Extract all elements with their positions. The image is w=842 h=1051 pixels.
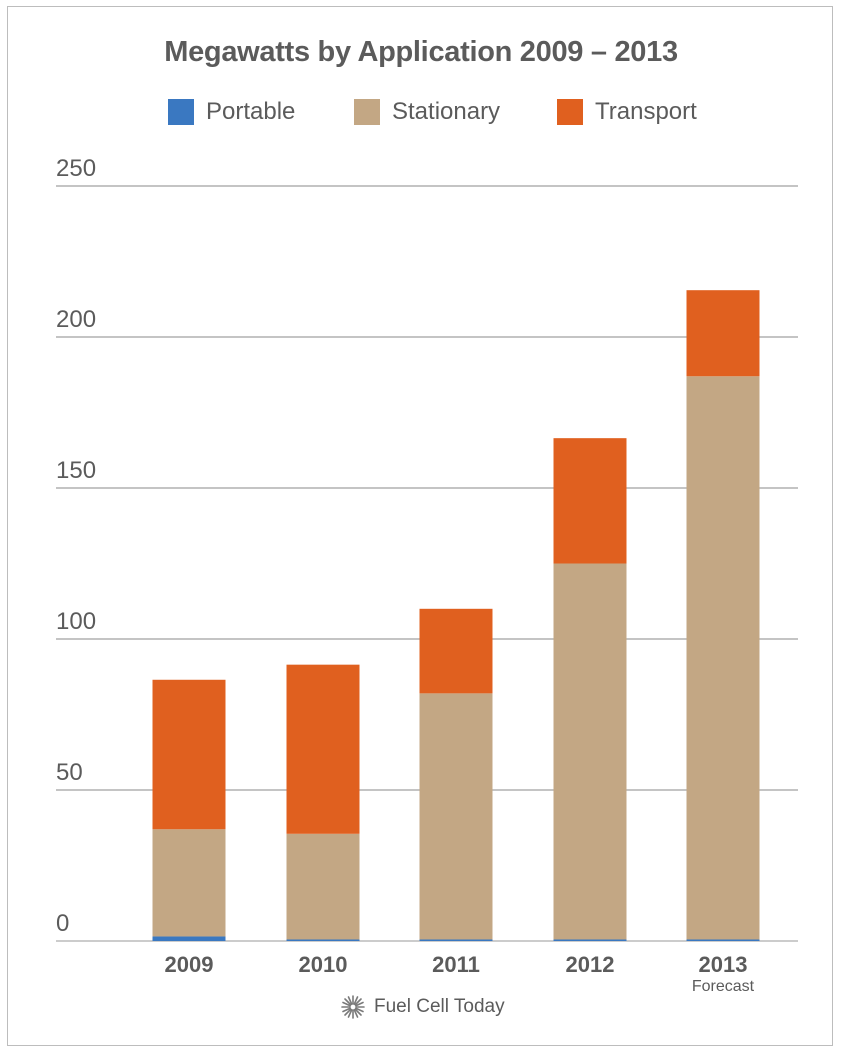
bar-portable-2011 [419, 939, 493, 941]
bar-portable-2010 [286, 939, 360, 941]
bar-stationary-2011 [419, 693, 493, 940]
bar-portable-2013 [686, 939, 760, 941]
bar-transport-2009 [152, 679, 226, 830]
bar-transport-2013 [686, 290, 760, 377]
legend-item-portable: Portable [168, 96, 295, 128]
chart-frame [7, 6, 833, 1046]
bar-stationary-2012 [553, 563, 627, 940]
legend-label-transport: Transport [595, 98, 697, 125]
bar-stationary-2010 [286, 833, 360, 940]
legend-item-stationary: Stationary [354, 96, 500, 128]
brand-label: Fuel Cell Today [374, 996, 505, 1017]
chart-title: Megawatts by Application 2009 – 2013 [164, 36, 678, 68]
x-tick-label-2012: 2012 [566, 952, 615, 977]
y-tick-label-50: 50 [56, 759, 83, 786]
legend-label-stationary: Stationary [392, 98, 501, 125]
legend-swatch-transport [557, 99, 583, 125]
legend-label-portable: Portable [206, 98, 296, 125]
y-tick-label-200: 200 [56, 306, 96, 333]
x-tick-label-2010: 2010 [299, 952, 348, 977]
x-tick-label-2009: 2009 [165, 952, 214, 977]
legend-swatch-stationary [354, 99, 380, 125]
legend-swatch-portable [168, 99, 194, 125]
y-tick-label-0: 0 [56, 910, 69, 937]
y-tick-label-250: 250 [56, 155, 96, 182]
y-tick-label-150: 150 [56, 457, 96, 484]
bar-transport-2010 [286, 664, 360, 834]
bar-transport-2011 [419, 608, 493, 694]
x-tick-label-2013: 2013 [699, 952, 748, 977]
y-tick-label-100: 100 [56, 608, 96, 635]
x-tick-sublabel-2013: Forecast [692, 978, 755, 995]
legend-item-transport: Transport [557, 96, 697, 128]
bar-stationary-2009 [152, 829, 226, 937]
bar-transport-2012 [553, 438, 627, 564]
bar-stationary-2013 [686, 376, 760, 940]
brand-footer: Fuel Cell Today [340, 994, 505, 1020]
bar-portable-2012 [553, 939, 627, 941]
x-tick-label-2011: 2011 [432, 952, 480, 977]
starburst-icon [341, 995, 365, 1019]
bar-portable-2009 [152, 936, 226, 941]
